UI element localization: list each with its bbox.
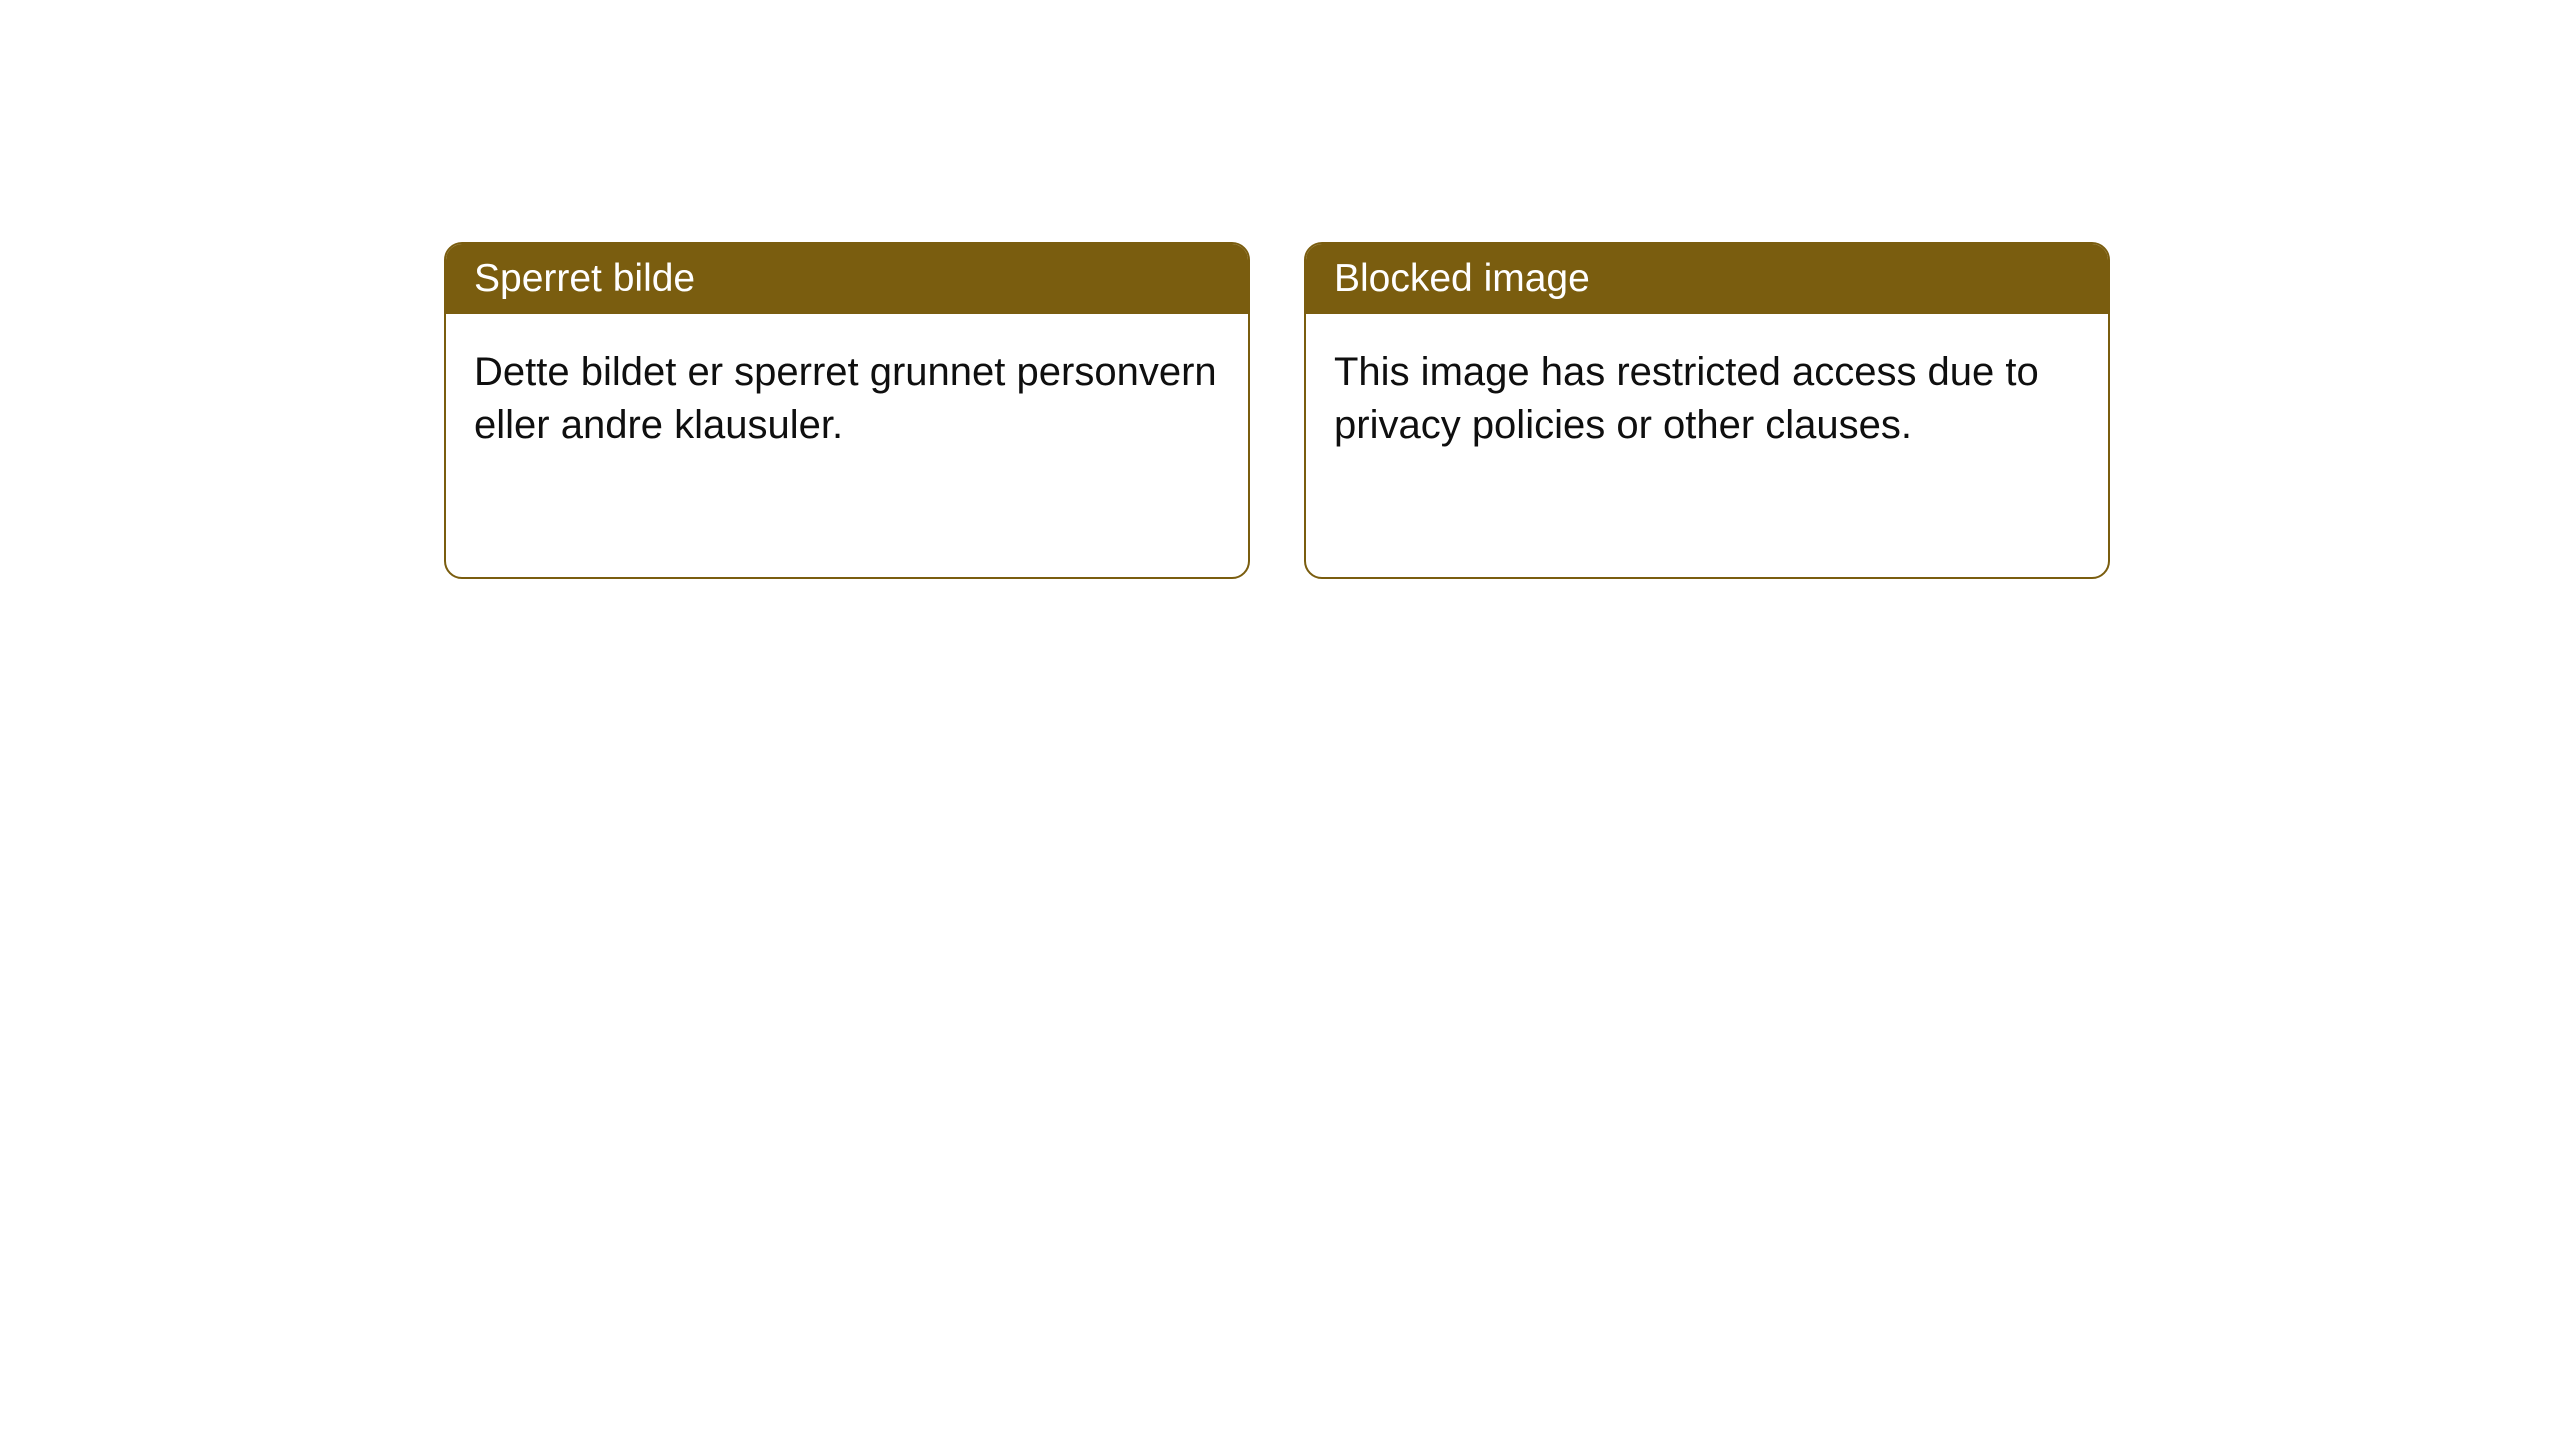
card-title: Blocked image (1306, 244, 2108, 314)
notice-cards-row: Sperret bilde Dette bildet er sperret gr… (0, 0, 2560, 579)
blocked-image-card-no: Sperret bilde Dette bildet er sperret gr… (444, 242, 1250, 579)
blocked-image-card-en: Blocked image This image has restricted … (1304, 242, 2110, 579)
card-body: This image has restricted access due to … (1306, 314, 2108, 484)
card-title: Sperret bilde (446, 244, 1248, 314)
card-body: Dette bildet er sperret grunnet personve… (446, 314, 1248, 484)
